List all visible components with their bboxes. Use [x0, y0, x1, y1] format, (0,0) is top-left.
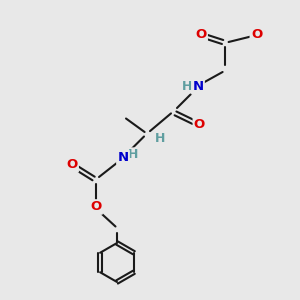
Text: H: H — [128, 148, 139, 161]
Text: O: O — [251, 28, 262, 41]
Text: H: H — [182, 80, 193, 93]
Text: H: H — [154, 131, 165, 145]
Text: N: N — [117, 151, 129, 164]
Text: O: O — [195, 28, 207, 41]
Text: N: N — [192, 80, 204, 94]
Text: O: O — [66, 158, 78, 172]
Text: O: O — [90, 200, 102, 214]
Text: O: O — [194, 118, 205, 131]
